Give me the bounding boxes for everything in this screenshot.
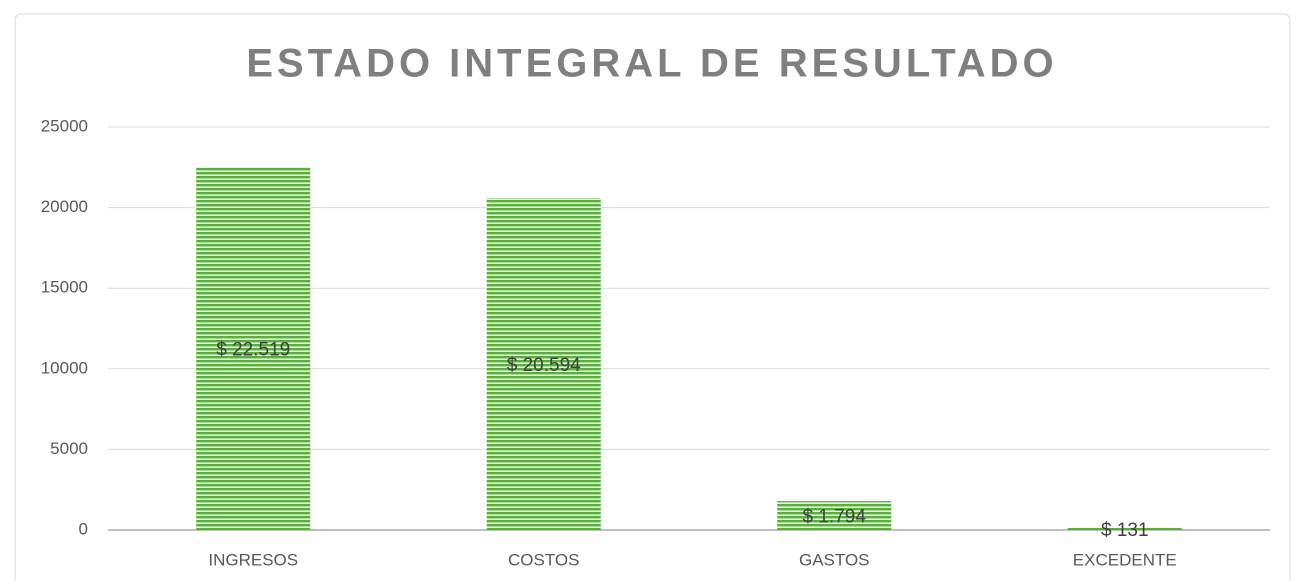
bar bbox=[777, 501, 892, 530]
x-tick-label: EXCEDENTE bbox=[1073, 550, 1177, 569]
y-tick-label: 25000 bbox=[41, 116, 88, 135]
bar bbox=[1067, 527, 1182, 530]
value-label: $ 131 bbox=[1101, 520, 1149, 541]
y-tick-label: 5000 bbox=[50, 439, 88, 458]
x-tick-label: INGRESOS bbox=[208, 550, 298, 569]
y-tick-label: 15000 bbox=[41, 278, 88, 297]
x-tick-label: GASTOS bbox=[799, 550, 870, 569]
bar bbox=[486, 198, 601, 530]
value-label: $ 1.794 bbox=[803, 507, 867, 528]
x-tick-label: COSTOS bbox=[508, 550, 579, 569]
chart-frame bbox=[14, 13, 1291, 581]
y-tick-label: 20000 bbox=[41, 197, 88, 216]
y-tick-label: 10000 bbox=[41, 358, 88, 377]
value-label: $ 22.519 bbox=[216, 340, 290, 361]
bar bbox=[196, 166, 311, 530]
y-tick-label: 0 bbox=[79, 519, 88, 538]
chart-title: ESTADO INTEGRAL DE RESULTADO bbox=[246, 42, 1057, 86]
value-label: $ 20.594 bbox=[507, 355, 581, 376]
